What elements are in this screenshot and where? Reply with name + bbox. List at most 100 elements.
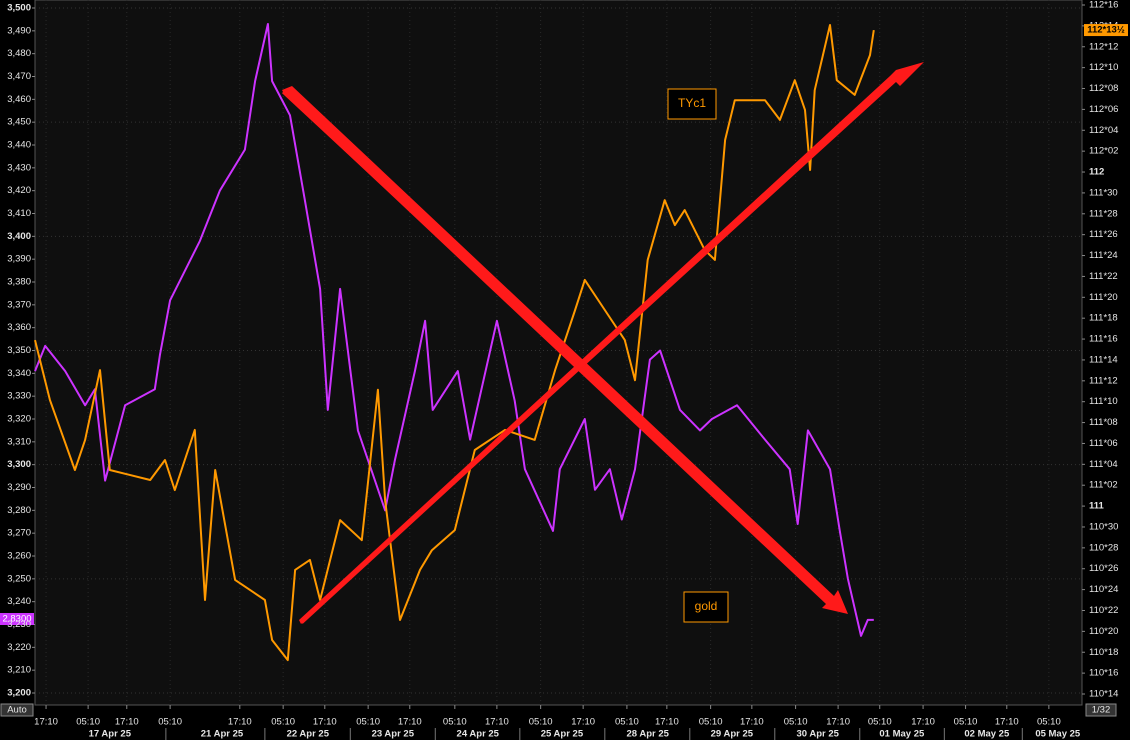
y-tick-label: 3,450 xyxy=(7,117,31,128)
y-tick-label: 3,430 xyxy=(7,162,31,173)
y-tick-label: 3,400 xyxy=(7,231,31,242)
y-tick-label: 3,380 xyxy=(7,277,31,288)
y-tick-label: 3,500 xyxy=(7,3,31,14)
y-tick-label: 3,200 xyxy=(7,688,31,699)
y2-tick-label: 111*28 xyxy=(1089,208,1118,219)
grid xyxy=(32,0,1085,709)
annotation-text: gold xyxy=(695,599,718,613)
y2-tick-label: 112*10 xyxy=(1089,62,1118,73)
x-tick-label: 05:10 xyxy=(443,717,467,728)
date-label: 29 Apr 25 xyxy=(711,729,754,740)
y-tick-label: 3,390 xyxy=(7,254,31,265)
y2-tick-label: 111*10 xyxy=(1089,396,1118,407)
x-tick-label: 05:10 xyxy=(158,717,182,728)
y2-tick-label: 112 xyxy=(1089,167,1104,178)
scale-box xyxy=(0,703,34,717)
y-tick-label: 3,260 xyxy=(7,551,31,562)
y-tick-label: 3,210 xyxy=(7,665,31,676)
trend-arrows xyxy=(281,62,924,624)
date-label: 02 May 25 xyxy=(964,729,1010,740)
down-arrow-shaft xyxy=(281,90,832,602)
y-tick-label: 3,330 xyxy=(7,391,31,402)
y2-tick-label: 111*06 xyxy=(1089,438,1118,449)
up-arrow-shaft xyxy=(299,74,898,624)
annotation-box xyxy=(683,591,729,623)
y-tick-label: 3,440 xyxy=(7,140,31,151)
y2-tick-label: 111 xyxy=(1089,501,1105,512)
x-tick-label: 17:10 xyxy=(485,717,509,728)
y-tick-label: 3,360 xyxy=(7,322,31,333)
x-tick-label: 17:10 xyxy=(826,717,850,728)
y-tick-label: 3,280 xyxy=(7,505,31,516)
x-tick-label: 05:10 xyxy=(954,717,978,728)
y2-tick-label: 111*12 xyxy=(1089,375,1118,386)
annotation-tyc1: TYc1 xyxy=(667,88,717,120)
increment-label: 1/32 xyxy=(1092,705,1111,716)
y2-tick-label: 111*04 xyxy=(1089,459,1118,470)
series-line xyxy=(34,24,875,662)
series-lines xyxy=(34,23,875,662)
y2-tick-label: 110*16 xyxy=(1089,668,1118,679)
annotation-text: TYc1 xyxy=(678,96,706,110)
y2-tick-label: 111*22 xyxy=(1089,271,1118,282)
date-label: 30 Apr 25 xyxy=(796,729,839,740)
y2-tick-label: 110*30 xyxy=(1089,521,1118,532)
y2-tick-label: 112*08 xyxy=(1089,83,1118,94)
y-tick-label: 3,220 xyxy=(7,642,31,653)
y2-tick-label: 110*26 xyxy=(1089,563,1118,574)
x-tick-label: 17:10 xyxy=(995,717,1019,728)
y-tick-label: 3,290 xyxy=(7,482,31,493)
y2-tick-label: 111*30 xyxy=(1089,187,1118,198)
y2-tick-label: 111*18 xyxy=(1089,313,1118,324)
x-tick-label: 17:10 xyxy=(655,717,679,728)
date-label: 24 Apr 25 xyxy=(457,729,500,740)
annotation-box xyxy=(667,88,717,120)
y-tick-label: 3,350 xyxy=(7,345,31,356)
left-marker-box xyxy=(0,613,34,625)
y-tick-label: 3,270 xyxy=(7,528,31,539)
last-value-box xyxy=(1084,24,1128,37)
y2-tick-label: 111*26 xyxy=(1089,229,1118,240)
down-arrow xyxy=(282,86,848,614)
y2-tick-label: 110*20 xyxy=(1089,626,1118,637)
y2-tick-label: 111*16 xyxy=(1089,334,1118,345)
date-label: 28 Apr 25 xyxy=(627,729,670,740)
x-tick-label: 05:10 xyxy=(76,717,100,728)
y2-tick-label: 110*14 xyxy=(1089,689,1118,700)
y-tick-label: 3,370 xyxy=(7,299,31,310)
y-tick-label: 3,240 xyxy=(7,596,31,607)
x-tick-label: 17:10 xyxy=(571,717,595,728)
y2-tick-label: 111*14 xyxy=(1089,354,1118,365)
y2-tick-label: 111*02 xyxy=(1089,480,1118,491)
y2-tick-label: 112*04 xyxy=(1089,125,1118,136)
y2-tick-label: 111*20 xyxy=(1089,292,1118,303)
left-marker-label: 2.8300 xyxy=(2,614,31,625)
x-tick-label: 17:10 xyxy=(34,717,58,728)
y-tick-label: 3,340 xyxy=(7,368,31,379)
annotation-gold: gold xyxy=(683,591,729,623)
y2-tick-label: 111*24 xyxy=(1089,250,1118,261)
x-tick-label: 17:10 xyxy=(313,717,337,728)
increment-box xyxy=(1085,703,1117,717)
x-tick-label: 05:10 xyxy=(356,717,380,728)
x-tick-label: 05:10 xyxy=(615,717,639,728)
x-tick-label: 05:10 xyxy=(529,717,553,728)
x-tick-label: 05:10 xyxy=(271,717,295,728)
x-tick-label: 05:10 xyxy=(1037,717,1061,728)
date-label: 25 Apr 25 xyxy=(541,729,584,740)
y2-tick-label: 110*18 xyxy=(1089,647,1118,658)
y2-tick-label: 110*24 xyxy=(1089,584,1118,595)
y2-tick-label: 112*12 xyxy=(1089,41,1118,52)
date-label: 23 Apr 25 xyxy=(372,729,415,740)
y-tick-label: 3,410 xyxy=(7,208,31,219)
y2-tick-label: 112*02 xyxy=(1089,146,1118,157)
plot-area xyxy=(34,0,1083,706)
x-tick-label: 17:10 xyxy=(115,717,139,728)
y-tick-label: 3,470 xyxy=(7,71,31,82)
y2-tick-label: 110*28 xyxy=(1089,542,1118,553)
y-tick-label: 3,250 xyxy=(7,573,31,584)
date-label: 22 Apr 25 xyxy=(287,729,330,740)
scale-label: Auto xyxy=(7,705,27,716)
y2-tick-label: 112*06 xyxy=(1089,104,1118,115)
